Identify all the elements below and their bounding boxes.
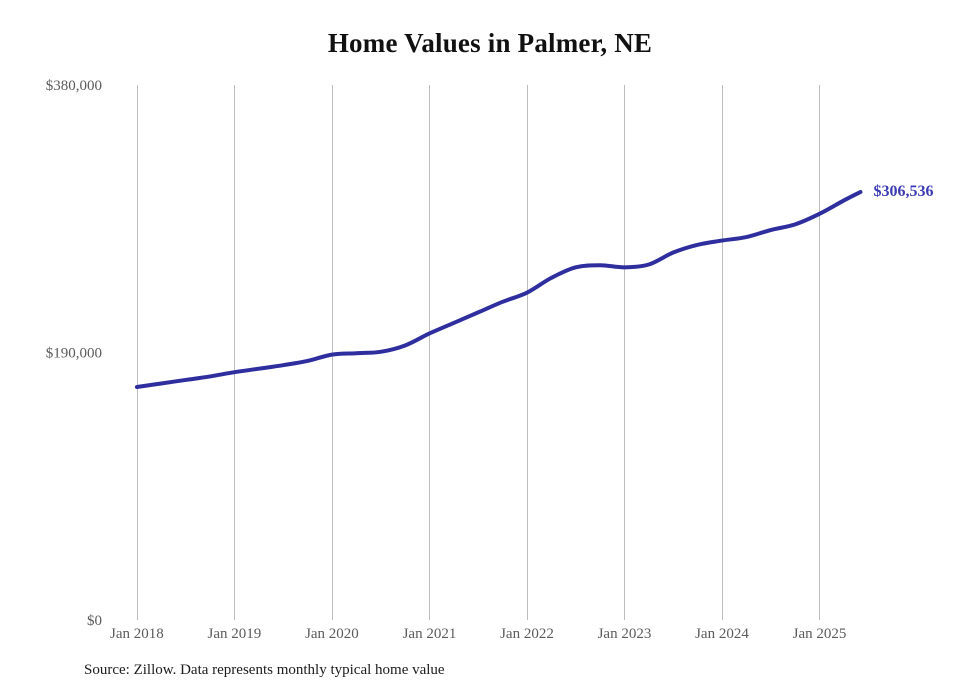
series-line-0 [134, 190, 863, 389]
source-note: Source: Zillow. Data represents monthly … [84, 662, 445, 678]
chart-title: Home Values in Palmer, NE [327, 28, 653, 58]
x-tick-label-2: Jan 2020 [305, 626, 359, 642]
data-series-group [134, 190, 863, 389]
x-axis-tick-labels: Jan 2018 Jan 2019 Jan 2020 Jan 2021 Jan 2022… [110, 626, 846, 642]
x-tick-label-6: Jan 2024 [695, 626, 749, 642]
x-tick-label-4: Jan 2022 [500, 626, 554, 642]
x-tick-label-0: Jan 2018 [110, 626, 164, 642]
x-tick-label-7: Jan 2025 [793, 626, 847, 642]
gridlines-group [137, 85, 820, 620]
x-tick-label-5: Jan 2023 [598, 626, 652, 642]
x-tick-label-3: Jan 2021 [403, 626, 457, 642]
y-axis-tick-labels: $380,000 $190,000 $0 [46, 78, 102, 629]
endpoint-value-label: $306,536 [873, 183, 933, 200]
y-tick-label-0: $380,000 [46, 78, 102, 94]
x-tick-label-1: Jan 2019 [208, 626, 262, 642]
y-tick-label-2: $0 [87, 613, 102, 629]
y-tick-label-1: $190,000 [46, 346, 102, 362]
endpoint-value-label-group: $306,536 [873, 183, 933, 200]
